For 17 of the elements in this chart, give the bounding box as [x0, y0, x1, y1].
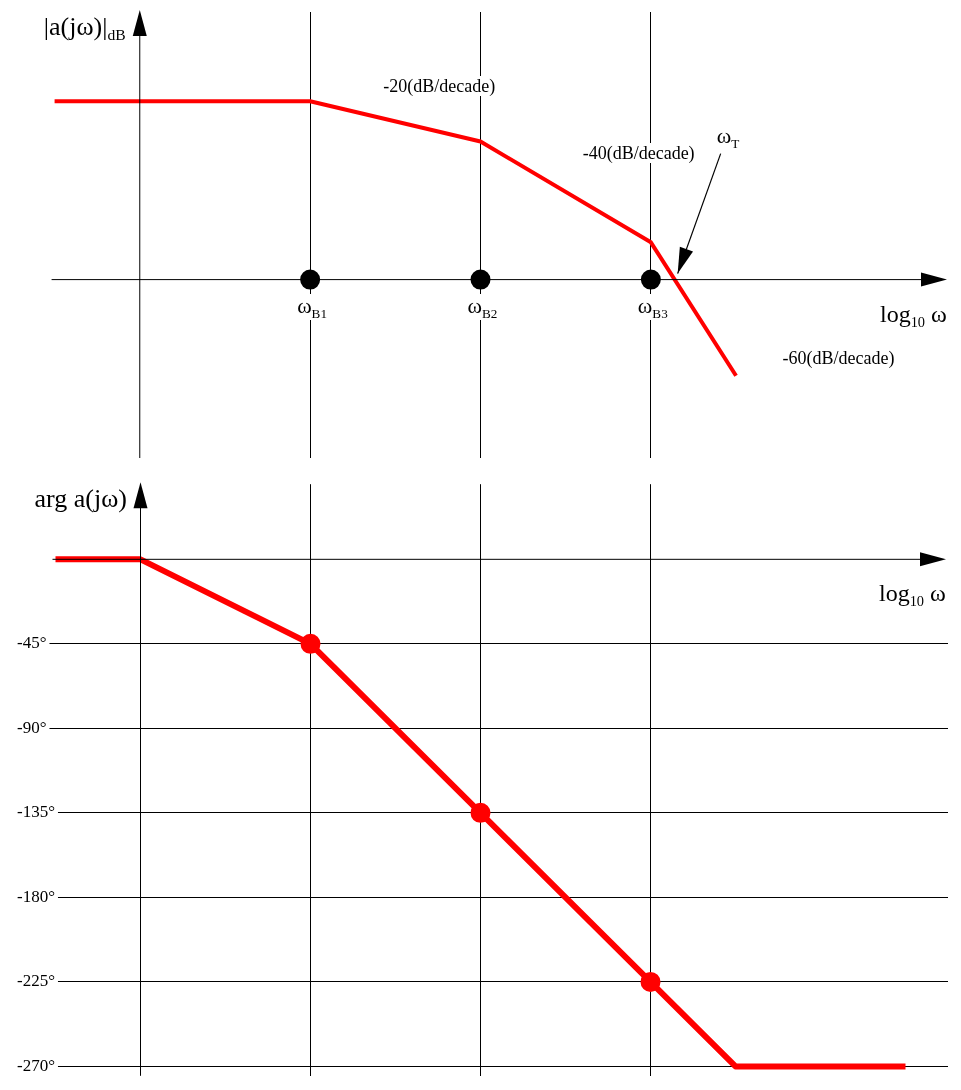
annotation: ω$_{T}$: [716, 122, 740, 151]
x-tick-label: ω$_{B1}$: [295, 292, 329, 321]
x-axis-title: log$_{10}$ ω: [879, 580, 946, 610]
y-axis-title: arg a(jω): [34, 484, 127, 514]
y-tick-label: -225°: [17, 971, 55, 991]
y-tick-label: -135°: [17, 802, 55, 822]
annotation: -60(dB/decade): [780, 348, 897, 369]
text: -20(dB/decade): [381, 76, 498, 97]
x-tick-label: ω$_{B3}$: [635, 292, 670, 321]
x-tick-label: ω$_{B2}$: [465, 292, 500, 321]
y-tick-label: -90°: [17, 717, 47, 737]
y-tick-label: -180°: [17, 886, 55, 906]
y-axis-title: |a(jω)|$_{dB}$: [43, 12, 126, 44]
x-axis-title: log$_{10}$ ω: [880, 300, 947, 330]
annotation: -40(dB/decade): [580, 142, 697, 163]
y-tick-label: -45°: [17, 633, 47, 653]
y-tick-label: -270°: [17, 1055, 55, 1075]
